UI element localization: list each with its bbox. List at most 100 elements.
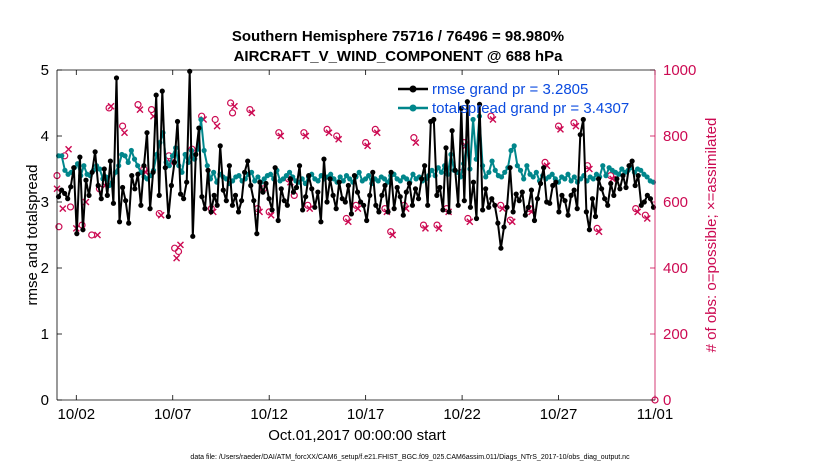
rmse-point bbox=[202, 206, 208, 212]
rmse-point bbox=[141, 163, 147, 169]
rmse-point bbox=[123, 198, 129, 204]
rmse-point bbox=[513, 191, 519, 197]
rmse-point bbox=[611, 192, 617, 198]
obs-assimilated-point bbox=[364, 142, 372, 150]
spread-point bbox=[169, 153, 176, 159]
rmse-point bbox=[400, 212, 406, 218]
spread-point bbox=[125, 159, 131, 165]
legend-rmse-label: rmse grand pr = 3.2805 bbox=[432, 81, 588, 98]
obs-assimilated-point bbox=[595, 228, 603, 236]
spread-point bbox=[565, 171, 571, 177]
rmse-point bbox=[382, 182, 388, 189]
spread-point bbox=[483, 174, 489, 180]
rmse-point bbox=[431, 116, 437, 123]
obs-possible-point bbox=[228, 109, 237, 117]
obs-assimilated-point bbox=[643, 215, 651, 222]
spread-point bbox=[204, 163, 210, 169]
rmse-point bbox=[156, 192, 162, 198]
spread-point bbox=[131, 156, 138, 162]
obs-possible-point bbox=[487, 112, 495, 120]
rmse-point bbox=[483, 186, 489, 192]
rmse-point bbox=[495, 220, 501, 226]
y-left-tick-label: 2 bbox=[41, 260, 49, 277]
rmse-point bbox=[403, 189, 409, 195]
rmse-point bbox=[528, 187, 535, 193]
rmse-point bbox=[565, 212, 571, 218]
spread-point bbox=[470, 116, 476, 123]
rmse-point bbox=[126, 220, 132, 226]
rmse-point bbox=[312, 204, 318, 210]
rmse-point bbox=[589, 196, 596, 202]
rmse-point bbox=[345, 182, 351, 189]
obs-assimilated-point bbox=[508, 218, 516, 226]
obs-assimilated-point bbox=[466, 218, 474, 226]
obs-assimilated-point bbox=[248, 109, 256, 117]
rmse-point bbox=[443, 145, 449, 151]
rmse-point bbox=[412, 186, 419, 192]
rmse-point bbox=[525, 204, 531, 210]
spread-point bbox=[397, 178, 403, 184]
rmse-point bbox=[583, 209, 589, 215]
rmse-point bbox=[315, 189, 321, 195]
rmse-point bbox=[263, 180, 269, 187]
rmse-point bbox=[480, 207, 486, 213]
legend-spread-label: totalspread grand pr = 3.4307 bbox=[432, 100, 629, 117]
rmse-point bbox=[507, 165, 513, 171]
spread-point bbox=[331, 176, 337, 182]
obs-assimilated-point bbox=[585, 165, 593, 173]
spread-point bbox=[429, 167, 435, 173]
rmse-point bbox=[214, 202, 220, 208]
rmse-point bbox=[379, 192, 385, 198]
rmse-point bbox=[406, 180, 412, 187]
rmse-point bbox=[229, 202, 236, 208]
spread-point bbox=[59, 153, 65, 159]
rmse-point bbox=[559, 192, 565, 198]
rmse-point bbox=[171, 159, 178, 165]
rmse-point bbox=[278, 186, 284, 192]
rmse-point bbox=[293, 184, 300, 191]
obs-possible-point bbox=[88, 231, 96, 239]
rmse-point bbox=[153, 92, 159, 98]
obs-possible-point bbox=[300, 129, 308, 137]
spread-point bbox=[435, 165, 441, 171]
rmse-point bbox=[336, 179, 342, 185]
data-file-footnote: data file: /Users/raeder/DAI/ATM_forcXX/… bbox=[190, 454, 630, 461]
rmse-point bbox=[147, 206, 153, 212]
spread-point bbox=[603, 173, 609, 179]
rmse-point bbox=[422, 163, 428, 169]
spread-point bbox=[255, 174, 261, 180]
rmse-point bbox=[177, 191, 184, 197]
rmse-point bbox=[296, 163, 303, 169]
rmse-point bbox=[107, 158, 113, 164]
rmse-point bbox=[595, 176, 602, 182]
obs-possible-point bbox=[246, 105, 254, 114]
rmse-point bbox=[476, 101, 483, 107]
rmse-point bbox=[284, 202, 290, 208]
rmse-point bbox=[608, 180, 614, 187]
spread-point bbox=[502, 169, 508, 175]
obs-possible-point bbox=[464, 214, 472, 223]
rmse-point bbox=[144, 130, 150, 136]
spread-point bbox=[375, 178, 381, 184]
y-right-tick-label: 1000 bbox=[663, 62, 696, 79]
obs-assimilated-point bbox=[389, 231, 397, 239]
rmse-point bbox=[458, 105, 464, 111]
rmse-point bbox=[162, 165, 168, 171]
spread-point bbox=[201, 147, 207, 154]
rmse-point bbox=[342, 199, 348, 205]
rmse-point bbox=[275, 217, 281, 224]
y-left-tick-label: 0 bbox=[41, 392, 49, 409]
rmse-point bbox=[251, 198, 257, 204]
rmse-point bbox=[617, 186, 623, 192]
x-tick-label: 10/07 bbox=[154, 406, 192, 423]
rmse-point bbox=[556, 209, 562, 215]
rmse-point bbox=[516, 198, 522, 204]
rmse-point bbox=[638, 202, 644, 208]
rmse-point bbox=[333, 206, 339, 212]
rmse-point bbox=[418, 176, 425, 182]
rmse-point bbox=[300, 207, 306, 213]
obs-assimilated-point bbox=[121, 129, 129, 137]
rmse-point bbox=[223, 198, 229, 204]
rmse-point bbox=[599, 186, 605, 192]
